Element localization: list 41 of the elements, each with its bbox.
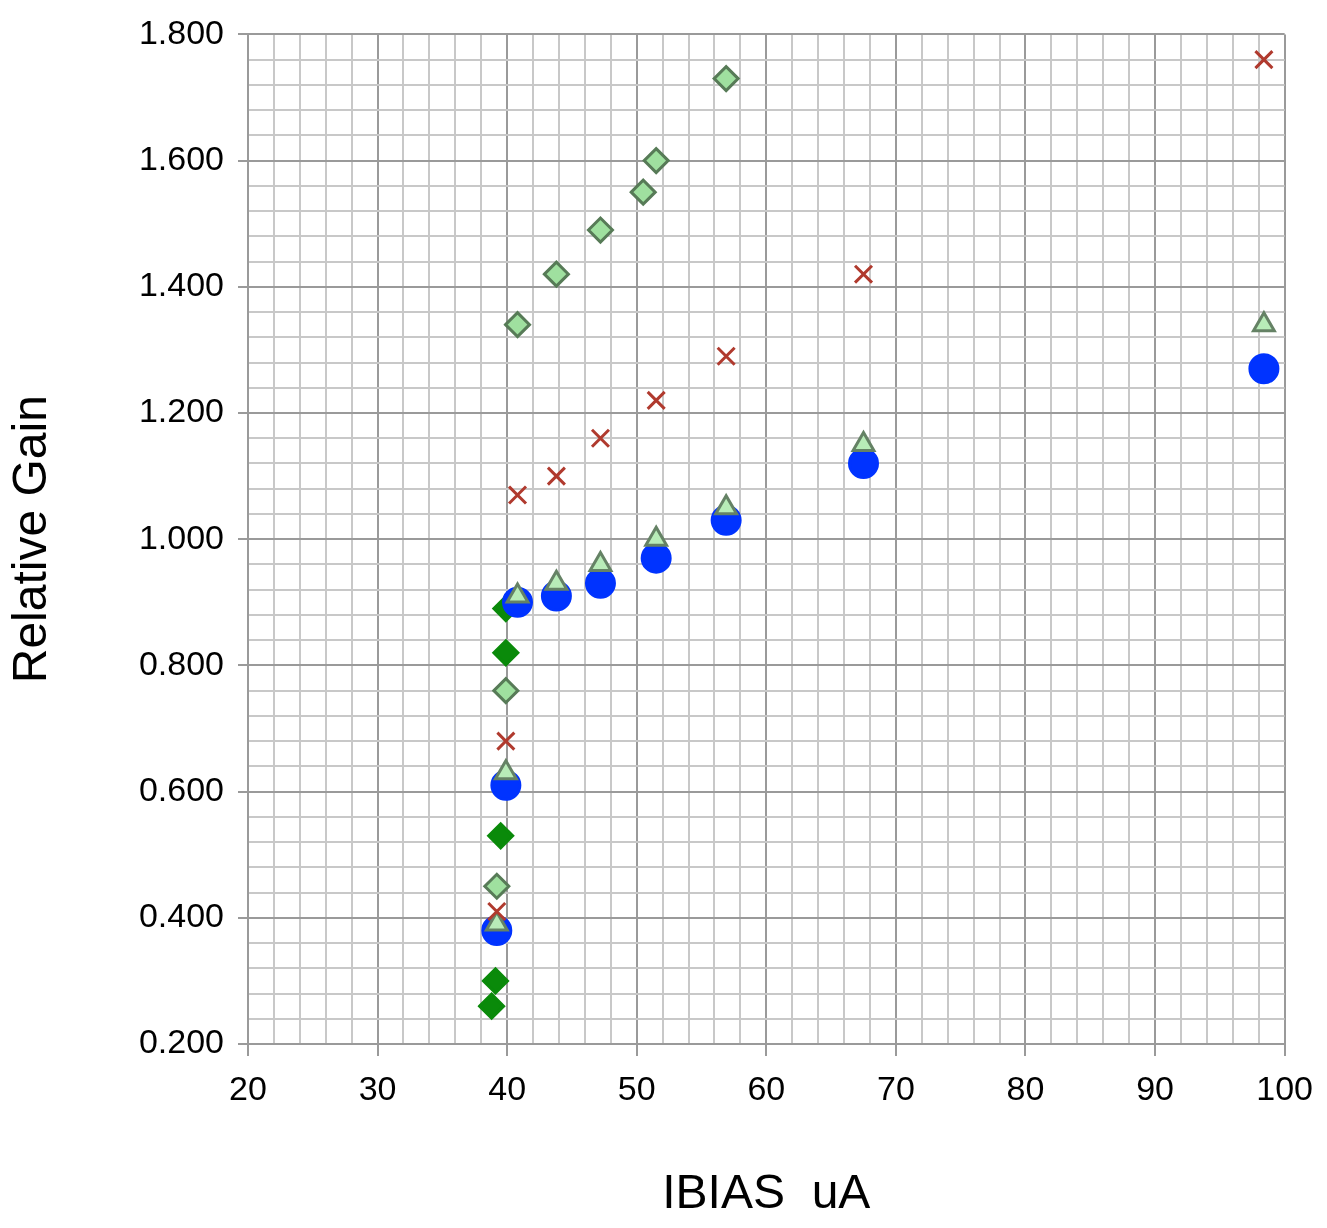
x-tick-label: 80 bbox=[1006, 1068, 1045, 1107]
point bbox=[492, 677, 520, 705]
y-tick-label: 0.200 bbox=[138, 1022, 224, 1061]
y-axis-title: Relative Gain bbox=[3, 395, 57, 684]
point bbox=[495, 731, 516, 752]
x-tick-label: 90 bbox=[1136, 1068, 1174, 1107]
point bbox=[642, 147, 670, 175]
y-tick-label: 1.200 bbox=[138, 391, 224, 430]
y-tick-label: 0.400 bbox=[138, 896, 224, 935]
y-tick-label: 1.000 bbox=[138, 517, 224, 556]
point bbox=[478, 992, 506, 1020]
point bbox=[853, 264, 874, 285]
point bbox=[483, 872, 511, 900]
point bbox=[1248, 353, 1280, 385]
point bbox=[629, 178, 657, 206]
point bbox=[716, 346, 737, 367]
point bbox=[586, 216, 614, 244]
point bbox=[507, 485, 528, 506]
x-tick-label: 20 bbox=[229, 1068, 267, 1107]
x-tick-label: 30 bbox=[358, 1068, 397, 1107]
point bbox=[546, 466, 567, 487]
point bbox=[482, 967, 509, 995]
point bbox=[646, 390, 667, 411]
x-axis-title: IBIAS uA bbox=[662, 1165, 871, 1219]
x-tick-label: 50 bbox=[617, 1068, 656, 1107]
x-tick-label: 100 bbox=[1256, 1068, 1313, 1107]
point bbox=[542, 260, 570, 288]
point bbox=[487, 822, 515, 850]
point bbox=[504, 311, 532, 339]
point bbox=[712, 65, 740, 93]
point bbox=[590, 428, 611, 449]
y-tick-label: 1.400 bbox=[138, 265, 224, 304]
x-tick-label: 40 bbox=[488, 1068, 527, 1107]
x-tick-label: 70 bbox=[876, 1068, 915, 1107]
y-tick-label: 1.600 bbox=[138, 138, 224, 177]
x-tick-label: 60 bbox=[747, 1068, 786, 1107]
point bbox=[1253, 49, 1274, 70]
y-tick-label: 0.600 bbox=[138, 769, 224, 808]
point bbox=[492, 639, 520, 667]
y-tick-label: 1.800 bbox=[138, 12, 224, 51]
y-tick-label: 0.800 bbox=[138, 643, 224, 682]
